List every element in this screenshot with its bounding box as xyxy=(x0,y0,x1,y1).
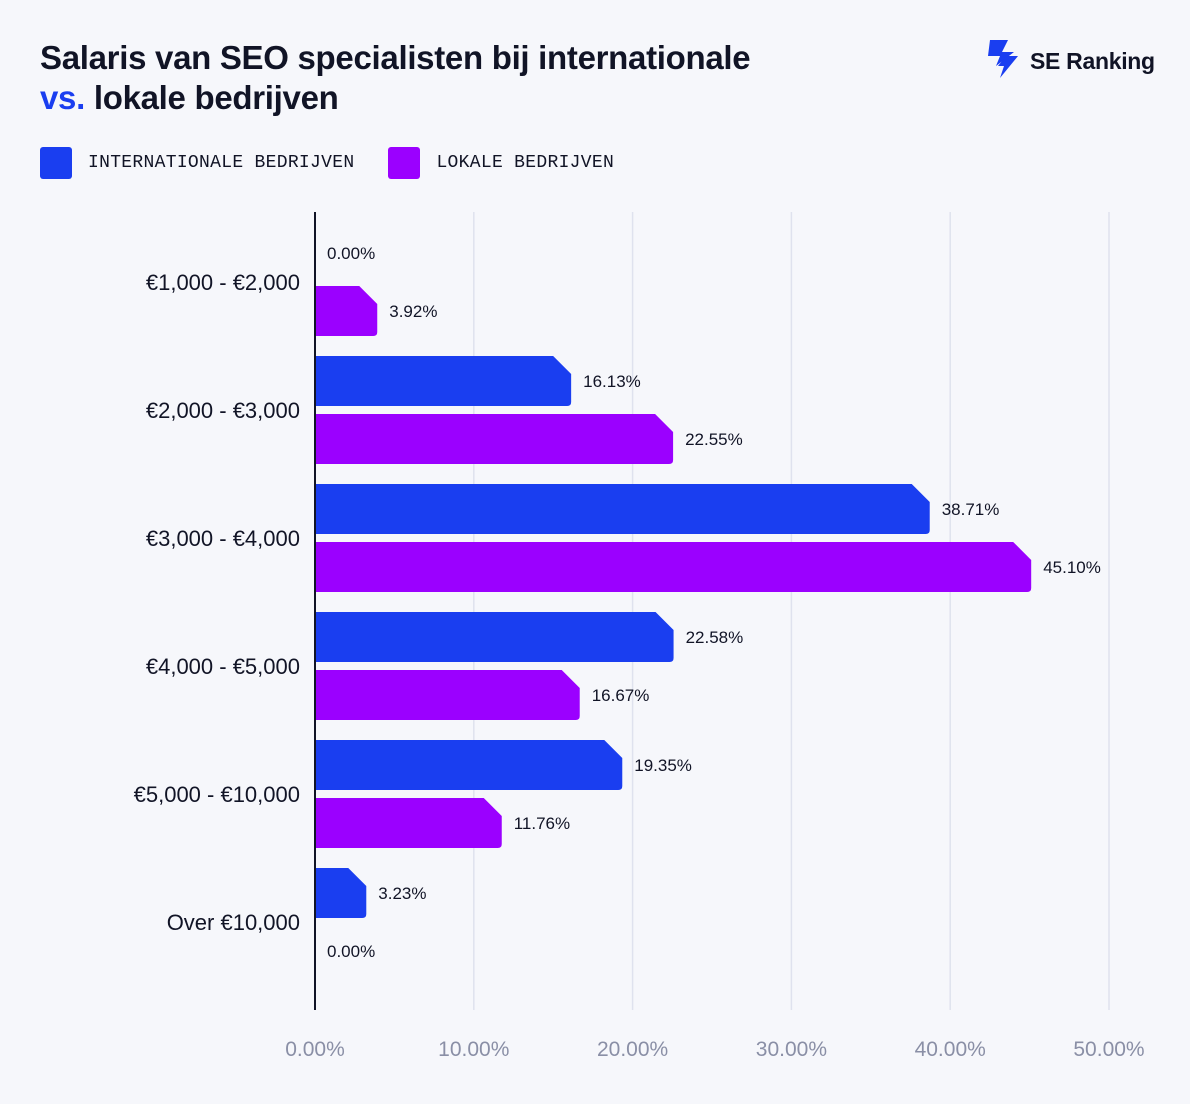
bar xyxy=(315,414,674,464)
chart-title: Salaris van SEO specialisten bij interna… xyxy=(40,38,751,118)
bar xyxy=(315,356,572,406)
category-label: €1,000 - €2,000 xyxy=(146,270,300,295)
legend: INTERNATIONALE BEDRIJVEN LOKALE BEDRIJVE… xyxy=(40,147,648,179)
category-label: €5,000 - €10,000 xyxy=(134,782,300,807)
x-tick-label: 0.00% xyxy=(285,1038,345,1061)
category-label: €4,000 - €5,000 xyxy=(146,654,300,679)
data-label: 11.76% xyxy=(514,814,570,833)
data-label: 16.13% xyxy=(583,372,641,391)
x-tick-label: 20.00% xyxy=(597,1038,668,1061)
se-ranking-logo-icon xyxy=(984,38,1022,85)
title-line-1: Salaris van SEO specialisten bij interna… xyxy=(40,39,751,76)
data-label: 3.23% xyxy=(378,884,426,903)
bar xyxy=(315,484,930,534)
data-label: 0.00% xyxy=(327,244,375,263)
data-label: 38.71% xyxy=(942,500,1000,519)
bar xyxy=(315,740,623,790)
bar xyxy=(315,286,378,336)
title-accent: vs. xyxy=(40,79,85,116)
legend-swatch-international xyxy=(40,147,72,179)
x-tick-label: 10.00% xyxy=(438,1038,509,1061)
data-label: 16.67% xyxy=(592,686,650,705)
x-tick-label: 30.00% xyxy=(756,1038,827,1061)
x-tick-label: 40.00% xyxy=(915,1038,986,1061)
bar xyxy=(315,868,367,918)
data-label: 3.92% xyxy=(389,302,437,321)
data-label: 0.00% xyxy=(327,942,375,961)
bar xyxy=(315,670,580,720)
title-line-2: vs. lokale bedrijven xyxy=(40,78,750,118)
legend-swatch-local xyxy=(388,147,421,179)
category-label: €3,000 - €4,000 xyxy=(146,526,300,551)
title-line-2-rest: lokale bedrijven xyxy=(84,79,339,116)
data-label: 45.10% xyxy=(1043,558,1101,577)
se-ranking-logo: SE Ranking xyxy=(984,38,1155,85)
legend-item-local: LOKALE BEDRIJVEN xyxy=(388,147,614,179)
logo-text: SE Ranking xyxy=(1030,48,1155,74)
data-label: 19.35% xyxy=(634,756,692,775)
data-label: 22.58% xyxy=(686,628,744,647)
legend-label-international: INTERNATIONALE BEDRIJVEN xyxy=(88,153,355,173)
category-label: €2,000 - €3,000 xyxy=(146,398,300,423)
legend-item-international: INTERNATIONALE BEDRIJVEN xyxy=(40,147,354,179)
bar xyxy=(315,798,502,848)
category-label: Over €10,000 xyxy=(167,910,300,935)
legend-label-local: LOKALE BEDRIJVEN xyxy=(436,153,615,173)
x-tick-label: 50.00% xyxy=(1073,1038,1144,1061)
data-label: 22.55% xyxy=(685,430,743,449)
bar xyxy=(315,612,674,662)
bar xyxy=(315,542,1032,592)
